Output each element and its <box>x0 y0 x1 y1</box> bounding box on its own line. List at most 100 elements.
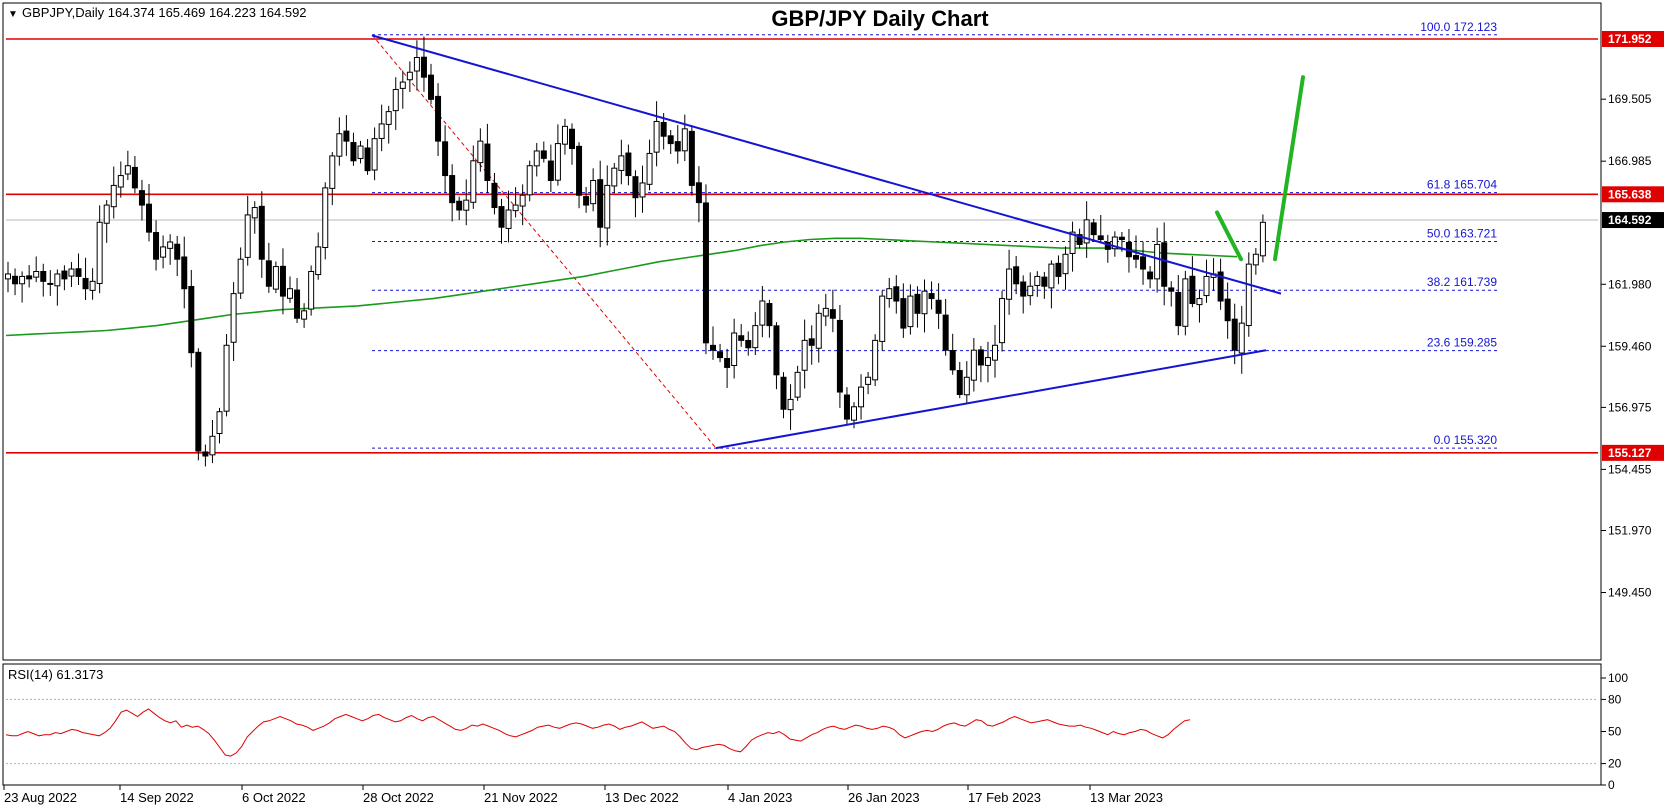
trendlines <box>371 34 1282 450</box>
time-tick-label: 21 Nov 2022 <box>484 790 558 805</box>
candle-body <box>413 56 420 72</box>
candle-body <box>47 282 54 285</box>
time-tick-label: 14 Sep 2022 <box>120 790 194 805</box>
candle <box>921 279 928 333</box>
candle-body <box>688 130 695 186</box>
candle-body <box>484 143 491 181</box>
candle <box>992 324 998 378</box>
candle-body <box>780 376 787 410</box>
candle <box>350 132 357 166</box>
candle-body <box>435 95 442 142</box>
candle <box>554 124 561 186</box>
candle <box>999 290 1006 352</box>
candle <box>956 361 963 399</box>
price-badge-label: 164.592 <box>1608 213 1652 227</box>
candle-body <box>1154 243 1161 280</box>
candle-body <box>745 339 752 349</box>
candle-body <box>667 135 674 145</box>
candle <box>667 129 674 154</box>
candle <box>209 419 216 464</box>
rsi-panel-frame <box>2 663 1602 786</box>
candle <box>872 334 879 387</box>
candle-body <box>54 273 61 287</box>
candle <box>1041 271 1048 299</box>
candle-body <box>533 150 540 167</box>
candle-body <box>392 88 399 112</box>
candle <box>378 104 385 152</box>
candle-body <box>244 214 251 258</box>
descending-trendline <box>371 34 1282 295</box>
candle-body <box>195 351 202 452</box>
candle <box>364 139 371 175</box>
candle <box>308 265 315 316</box>
candle <box>787 384 794 430</box>
candle-body <box>442 141 449 177</box>
candle-body <box>872 339 879 381</box>
candle-body <box>787 398 794 411</box>
candle <box>1189 256 1196 308</box>
candle <box>1168 281 1175 307</box>
candle <box>103 200 110 243</box>
candle-body <box>272 266 279 290</box>
candle <box>1006 249 1013 315</box>
candle <box>1203 259 1210 303</box>
candle-body <box>907 295 914 328</box>
candle-body <box>167 241 174 249</box>
candle <box>590 168 597 212</box>
candle-body <box>420 56 427 78</box>
symbol-caret-icon[interactable]: ▼ <box>8 9 18 20</box>
rsi-panel: 100 80 50 20 0 <box>5 671 1628 792</box>
candle-body <box>632 176 639 199</box>
symbol-info: GBPJPY,Daily 164.374 165.469 164.223 164… <box>22 5 307 20</box>
candle-body <box>1182 278 1189 327</box>
candle <box>1196 289 1203 323</box>
candle-body <box>977 349 984 366</box>
candle-body <box>717 351 724 359</box>
candle-body <box>1175 291 1182 327</box>
candle <box>731 318 738 379</box>
candle-body <box>956 370 963 395</box>
candle-body <box>75 268 82 277</box>
horizontal-lines <box>6 38 1598 454</box>
candle-body <box>371 138 378 171</box>
candle-body <box>738 335 745 341</box>
pullback-arrow <box>1215 210 1243 262</box>
time-tick-label: 13 Mar 2023 <box>1090 790 1163 805</box>
time-tick-label: 23 Aug 2022 <box>4 790 77 805</box>
candle-body <box>1259 221 1266 257</box>
candle <box>258 191 265 278</box>
candle <box>1069 221 1076 272</box>
candle-body <box>1048 263 1055 289</box>
candle-body <box>914 293 921 314</box>
candle-body <box>456 200 463 211</box>
candle-body <box>646 152 653 185</box>
price-badge <box>1602 212 1664 229</box>
candle-body <box>1161 242 1168 287</box>
candle-body <box>942 314 949 351</box>
main-panel-frame <box>2 2 1602 661</box>
candle-body <box>1147 271 1154 280</box>
candle <box>547 144 554 193</box>
price-badge <box>1602 186 1664 203</box>
candle <box>1147 266 1154 289</box>
candle <box>646 139 653 191</box>
candle-body <box>766 303 773 327</box>
candle <box>738 324 745 347</box>
candle <box>512 187 519 218</box>
candle-body <box>103 204 110 224</box>
candle <box>406 61 413 92</box>
candle-body <box>695 182 702 204</box>
candle-body <box>702 202 709 344</box>
candle-body <box>308 270 315 310</box>
candle <box>329 152 336 206</box>
candle-body <box>639 182 646 198</box>
candle-body <box>287 288 293 299</box>
candle <box>54 269 61 306</box>
candle <box>1217 258 1224 310</box>
candle <box>914 286 921 328</box>
candle-body <box>1076 234 1083 245</box>
projection-arrows <box>1215 75 1305 262</box>
candle <box>33 256 40 283</box>
candle-body <box>900 298 907 329</box>
price-badge-label: 165.638 <box>1608 187 1652 201</box>
